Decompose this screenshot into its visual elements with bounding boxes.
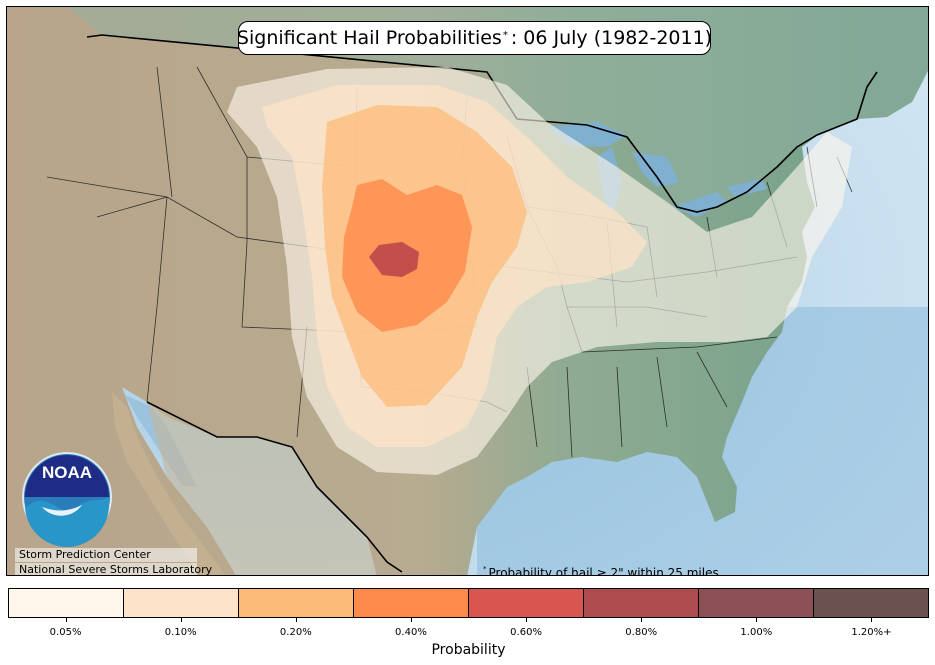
map-panel: NOAA Significant Hail Probabilities *: 06… (6, 6, 929, 576)
colorbar-tick-label: 0.60% (510, 627, 542, 638)
colorbar-segment (583, 589, 698, 622)
contour-0.60 (369, 242, 419, 277)
colorbar-tick-label: 0.05% (49, 627, 82, 638)
footnote-text: Probability of hail ≥ 2" within 25 miles (488, 566, 719, 576)
colorbar-tick-label: 0.40% (395, 627, 427, 638)
colorbar-tick (411, 617, 412, 622)
colorbar-segment (353, 589, 468, 622)
map-title: Significant Hail Probabilities *: 06 July… (236, 21, 713, 55)
mexico-land (147, 402, 377, 575)
org-label-spc: Storm Prediction Center (15, 548, 197, 562)
noaa-logo-text: NOAA (42, 463, 92, 482)
noaa-logo: NOAA (22, 452, 112, 547)
map-title-date: : 06 July (1982-2011) (510, 27, 713, 49)
org-label-nssl: National Severe Storms Laboratory (15, 563, 212, 575)
colorbar-tick (871, 617, 872, 622)
colorbar-segment (123, 589, 238, 622)
colorbar-tick-label: 0.80% (625, 627, 658, 638)
probability-contours (227, 67, 852, 475)
colorbar-title: Probability (431, 642, 506, 658)
footnote: * Probability of hail ≥ 2" within 25 mile… (483, 565, 719, 576)
colorbar (8, 588, 929, 622)
map-canvas: NOAA (7, 7, 928, 575)
colorbar-segment (698, 589, 813, 622)
baja-peninsula (112, 392, 226, 575)
colorbar-tick (181, 617, 182, 622)
map-title-text: Significant Hail Probabilities (236, 27, 502, 49)
colorbar-tick (66, 617, 67, 622)
colorbar-segment (238, 589, 353, 622)
map-title-mark: * (502, 29, 508, 41)
colorbar-tick-label: 1.00% (740, 627, 773, 638)
colorbar-tick-label: 1.20%+ (851, 627, 892, 638)
colorbar-tick (756, 617, 757, 622)
colorbar-tick (526, 617, 527, 622)
colorbar-labels: 0.05% 0.10% 0.20% 0.40% 0.60% 0.80% 1.00% 1.20%… (8, 627, 929, 638)
colorbar-segment (468, 589, 583, 622)
colorbar-segment (813, 589, 928, 622)
colorbar-tick-label: 0.10% (164, 627, 197, 638)
colorbar-tick (641, 617, 642, 622)
colorbar-segment (9, 589, 123, 622)
colorbar-tick-label: 0.20% (279, 627, 312, 638)
canada-land (67, 7, 928, 212)
footnote-mark: * (483, 565, 487, 573)
colorbar-tick (296, 617, 297, 622)
